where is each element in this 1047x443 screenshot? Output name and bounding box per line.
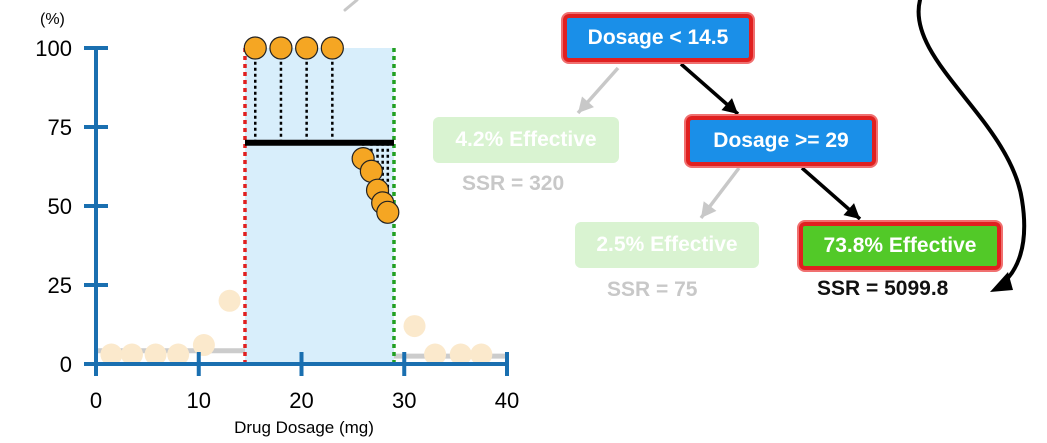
faded-point [144,343,167,366]
highlight-region [244,48,394,364]
faded-point [218,289,241,312]
x-tick-label: 10 [187,388,211,413]
faded-point [470,343,493,366]
y-tick-label: 25 [48,273,72,298]
faded-point [100,343,123,366]
tree-inner-left-leaf-ssr: SSR = 75 [607,278,698,301]
curved-arrow [916,0,1027,289]
tree-inner-node: Dosage >= 29 [686,116,876,166]
tree-left-leaf-ssr: SSR = 320 [462,172,565,195]
x-axis-label: Drug Dosage (mg) [234,418,374,437]
edge-inner-to-right-leaf-head [843,203,860,219]
faded-point [403,315,426,338]
tree-inner-right-leaf-node: 73.8% Effective [799,222,1001,270]
faded-point [449,343,472,366]
x-tick-label: 20 [289,388,313,413]
tree-root-label: Dosage < 14.5 [587,26,729,49]
edge-inner-to-left-leaf-head [701,201,717,218]
data-point [243,36,267,60]
data-point [295,36,319,60]
tree-inner-left-leaf-label: 2.5% Effective [596,233,738,256]
tree-inner-right-leaf-label: 73.8% Effective [823,234,977,257]
faded-point [120,343,143,366]
data-point [320,36,344,60]
y-tick-label: 100 [35,36,72,61]
tree-inner-left-leaf-node: 2.5% Effective [575,222,759,268]
edge-root-to-inner-head [721,98,738,114]
tree-left-leaf-node: 4.2% Effective [433,117,619,163]
tree-root-node: Dosage < 14.5 [563,14,753,62]
data-point [269,36,293,60]
faded-point [424,343,447,366]
faded-point [192,334,215,357]
tree-inner-label: Dosage >= 29 [713,129,849,152]
x-tick-label: 0 [90,388,102,413]
curved-arrow-head [990,272,1013,292]
x-tick-label: 30 [392,388,416,413]
tree-inner-right-leaf-ssr: SSR = 5099.8 [817,277,949,300]
tree-left-leaf-label: 4.2% Effective [455,128,597,151]
data-point [376,200,400,224]
faded-point [167,343,190,366]
faded-edge-stub [343,0,359,12]
y-tick-label: 50 [48,194,72,219]
y-unit-label: (%) [40,11,65,28]
y-tick-label: 0 [60,352,72,377]
y-tick-label: 75 [48,115,72,140]
edge-root-to-left-leaf-head [578,96,594,113]
x-tick-label: 40 [495,388,519,413]
